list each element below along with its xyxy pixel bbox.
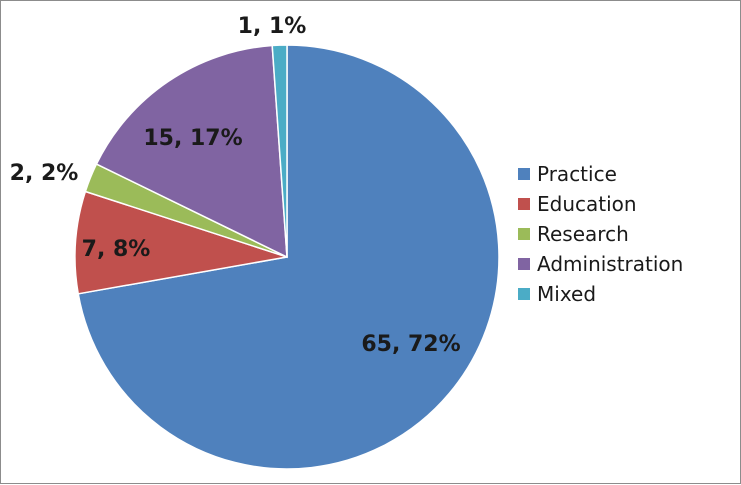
legend-label-education: Education xyxy=(537,192,637,216)
legend-label-administration: Administration xyxy=(537,252,684,276)
legend-item-practice: Practice xyxy=(518,159,683,189)
pie-data-labels: 65, 72% 7, 8% 2, 2% 15, 17% 1, 1% xyxy=(10,14,461,357)
legend-item-administration: Administration xyxy=(518,249,683,279)
legend-label-research: Research xyxy=(537,222,629,246)
data-label-administration: 15, 17% xyxy=(143,126,242,151)
legend-swatch-research xyxy=(518,228,530,240)
legend-swatch-education xyxy=(518,198,530,210)
data-label-practice: 65, 72% xyxy=(361,332,460,357)
pie-slice-mixed xyxy=(271,44,288,258)
legend-label-practice: Practice xyxy=(537,162,617,186)
data-label-education: 7, 8% xyxy=(82,237,151,262)
pie-slice-education xyxy=(74,190,288,295)
data-label-mixed: 1, 1% xyxy=(238,14,307,39)
pie-slice-practice xyxy=(77,44,500,470)
pie-slices xyxy=(74,44,500,470)
legend-item-education: Education xyxy=(518,189,683,219)
legend-swatch-administration xyxy=(518,258,530,270)
legend-item-research: Research xyxy=(518,219,683,249)
legend-swatch-mixed xyxy=(518,288,530,300)
legend-item-mixed: Mixed xyxy=(518,279,683,309)
legend-label-mixed: Mixed xyxy=(537,282,597,306)
pie-slice-administration xyxy=(95,44,288,259)
data-label-research: 2, 2% xyxy=(10,161,79,186)
legend-swatch-practice xyxy=(518,168,530,180)
chart-legend: Practice Education Research Administrati… xyxy=(518,159,683,309)
